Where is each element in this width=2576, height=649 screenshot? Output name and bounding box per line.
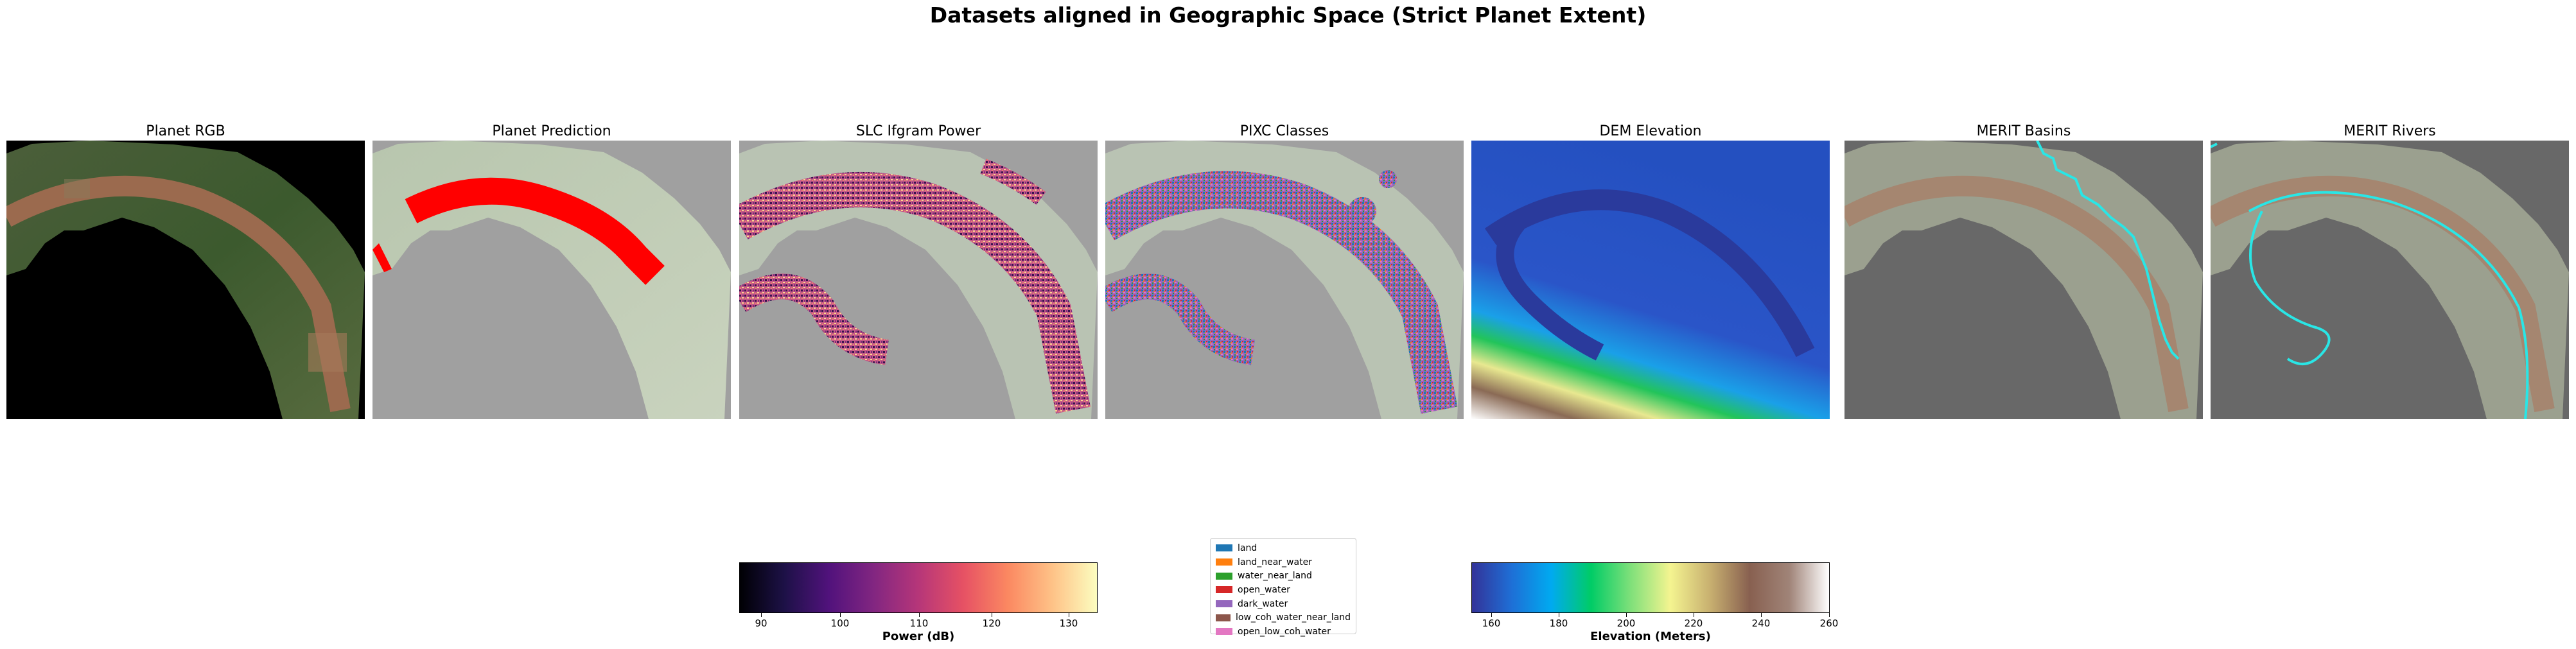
panel-planet-prediction — [372, 141, 731, 419]
panel-title-slc-power: SLC Ifgram Power — [855, 123, 981, 139]
merit-rivers-image — [2211, 141, 2569, 419]
legend-item: land_near_water — [1216, 555, 1351, 569]
legend-item: low_coh_water_near_land — [1216, 610, 1351, 625]
slc-power-image — [739, 141, 1098, 419]
panel-title-dem-elevation: DEM Elevation — [1599, 123, 1702, 139]
legend-swatch — [1216, 600, 1232, 608]
legend-swatch — [1216, 572, 1232, 580]
panel-title-merit-rivers: MERIT Rivers — [2344, 123, 2436, 139]
legend-label: water_near_land — [1238, 571, 1312, 582]
legend-item: open_low_coh_water — [1216, 625, 1351, 639]
dem-elevation-image — [1471, 141, 1830, 419]
panel-planet-rgb — [6, 141, 365, 419]
pixc-classes-image — [1105, 141, 1464, 419]
figure-title: Datasets aligned in Geographic Space (St… — [929, 3, 1647, 28]
power-tick-label: 90 — [755, 618, 767, 629]
legend-label: dark_water — [1238, 598, 1288, 609]
planet-rgb-image — [6, 141, 365, 419]
panel-slc-power — [739, 141, 1098, 419]
panel-merit-basins — [1844, 141, 2203, 419]
legend-label: land_near_water — [1238, 557, 1312, 567]
legend-item: open_water — [1216, 583, 1351, 597]
panel-title-planet-rgb: Planet RGB — [146, 123, 225, 139]
power-colorbar-gradient — [739, 562, 1098, 613]
legend-swatch — [1216, 558, 1232, 566]
power-tick-label: 100 — [830, 618, 850, 629]
elevation-tick-label: 180 — [1549, 618, 1568, 629]
planet-prediction-image — [372, 141, 731, 419]
power-tick-label: 120 — [982, 618, 1001, 629]
elevation-colorbar-label: Elevation (Meters) — [1590, 630, 1711, 643]
legend-swatch — [1216, 586, 1232, 594]
legend-swatch — [1216, 544, 1232, 552]
legend-swatch — [1216, 614, 1231, 621]
panel-title-merit-basins: MERIT Basins — [1976, 123, 2071, 139]
legend-item: water_near_land — [1216, 569, 1351, 583]
elevation-tick-label: 240 — [1751, 618, 1771, 629]
elevation-colorbar-gradient — [1471, 562, 1830, 613]
panel-pixc-classes — [1105, 141, 1464, 419]
legend-label: land — [1238, 542, 1257, 553]
elevation-tick-label: 160 — [1482, 618, 1501, 629]
legend-swatch — [1216, 628, 1232, 636]
panel-merit-rivers — [2211, 141, 2569, 419]
legend-item: land — [1216, 541, 1351, 555]
legend-label: open_low_coh_water — [1238, 626, 1331, 637]
power-colorbar-label: Power (dB) — [882, 630, 955, 643]
power-tick-label: 130 — [1059, 618, 1078, 629]
pixc-legend: land land_near_water water_near_land ope… — [1210, 538, 1356, 637]
legend-label: open_water — [1238, 584, 1290, 595]
panel-title-pixc-classes: PIXC Classes — [1240, 123, 1329, 139]
elevation-tick-label: 200 — [1617, 618, 1636, 629]
elevation-tick-label: 260 — [1819, 618, 1839, 629]
panel-dem-elevation — [1471, 141, 1830, 419]
legend-label: low_coh_water_near_land — [1236, 612, 1351, 623]
merit-basins-image — [1844, 141, 2203, 419]
legend-item: dark_water — [1216, 597, 1351, 611]
power-tick-label: 110 — [909, 618, 929, 629]
panel-title-planet-prediction: Planet Prediction — [492, 123, 611, 139]
elevation-tick-label: 220 — [1684, 618, 1703, 629]
